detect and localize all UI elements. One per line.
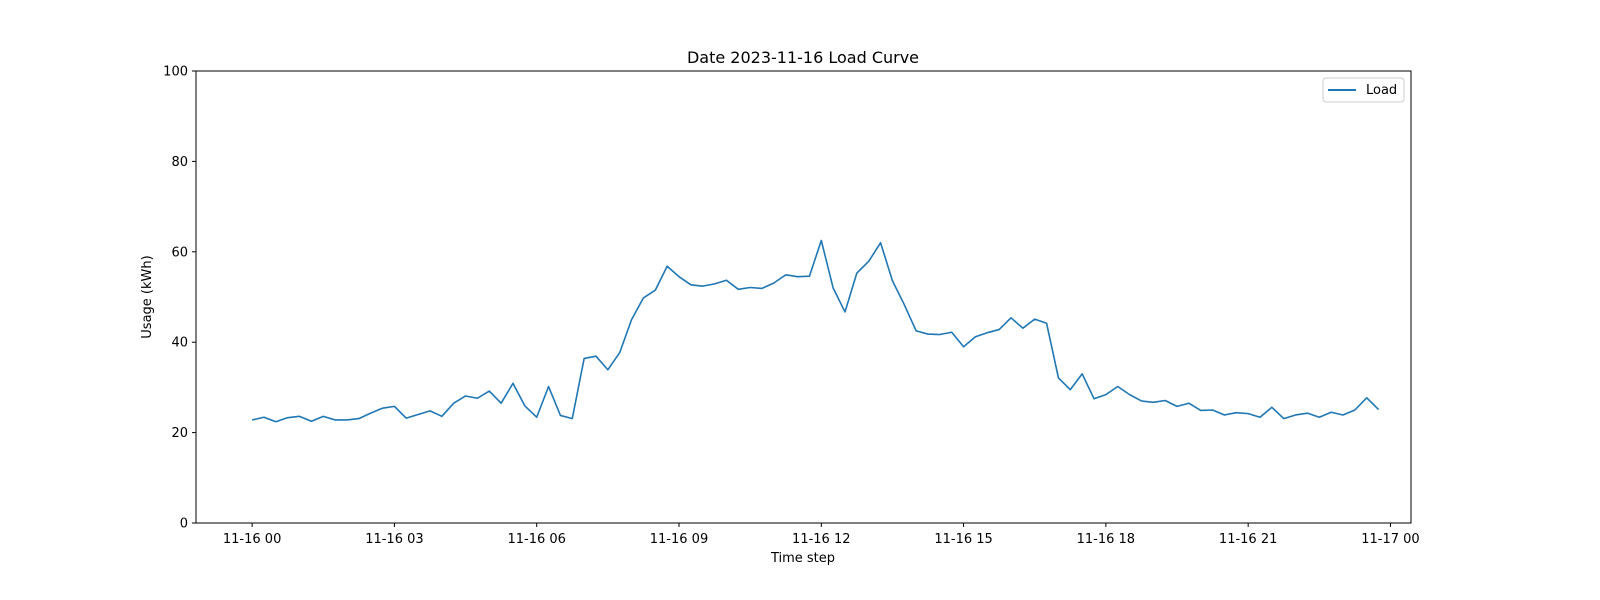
plot-frame (195, 70, 1412, 524)
plot-area (195, 70, 1412, 524)
x-tick-label: 11-16 21 (1219, 532, 1277, 547)
y-tick-label: 60 (171, 245, 188, 260)
x-tick-label: 11-17 00 (1361, 532, 1419, 547)
x-axis-label: Time step (770, 551, 835, 566)
legend: Load (1322, 77, 1405, 103)
legend-box (1322, 77, 1405, 103)
legend-label-load: Load (1366, 83, 1397, 98)
y-axis-label: Usage (kWh) (140, 255, 155, 338)
x-tick-label: 11-16 15 (934, 532, 992, 547)
x-tick-label: 11-16 18 (1077, 532, 1135, 547)
y-tick-label: 80 (171, 155, 188, 170)
x-axis: 11-16 00 11-16 03 11-16 06 11-16 09 11-16 12… (223, 523, 1420, 547)
x-tick-label: 11-16 09 (650, 532, 708, 547)
x-tick-label: 11-16 06 (507, 532, 565, 547)
y-tick-label: 40 (171, 336, 188, 351)
x-tick-label: 11-16 03 (365, 532, 423, 547)
y-tick-label: 100 (163, 65, 188, 80)
x-tick-label: 11-16 12 (792, 532, 850, 547)
y-axis: 0 20 40 60 80 100 (163, 65, 196, 532)
chart-title: Date 2023-11-16 Load Curve (687, 48, 919, 67)
series-line-load (251, 239, 1380, 423)
y-tick-label: 0 (180, 517, 188, 532)
y-tick-label: 20 (171, 426, 188, 441)
x-tick-label: 11-16 00 (223, 532, 281, 547)
